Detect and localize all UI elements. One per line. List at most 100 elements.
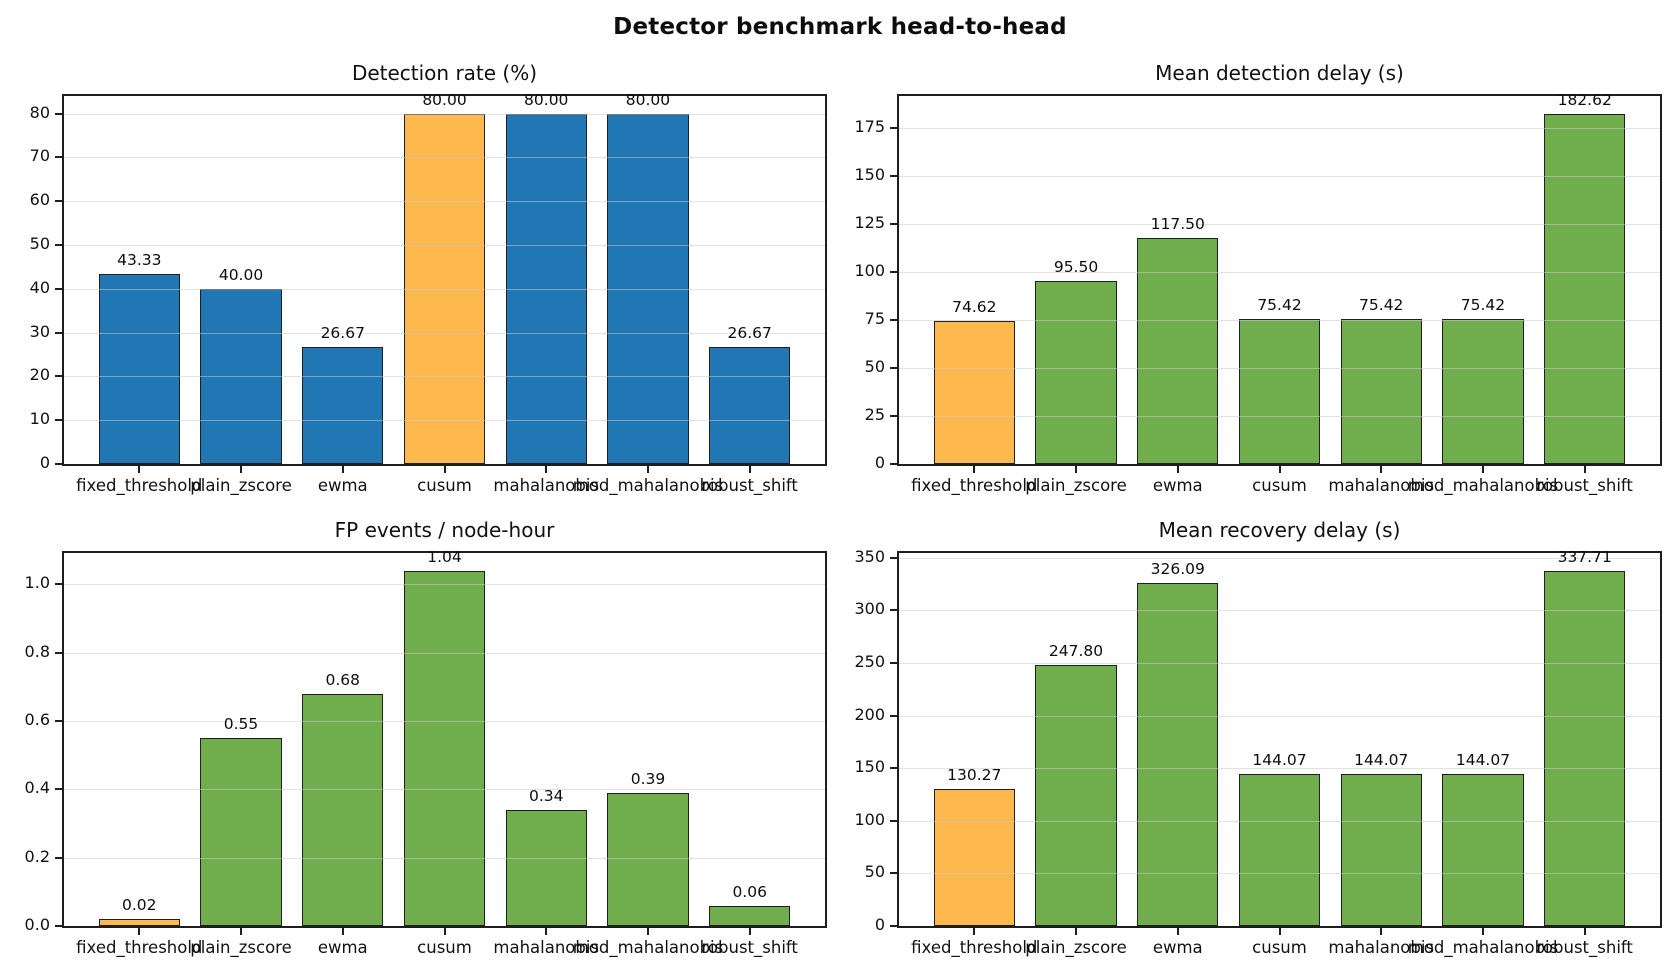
subplot-title-mean-recovery-delay: Mean recovery delay (s) — [1158, 518, 1401, 542]
bar-value-label: 0.39 — [630, 769, 666, 788]
y-tick-mark — [890, 556, 897, 559]
y-tick-label: 40 — [29, 277, 50, 297]
y-tick-mark — [55, 856, 62, 859]
y-tick-mark — [55, 331, 62, 334]
y-tick-label: 175 — [854, 117, 885, 137]
x-tick-label-ewma: ewma — [1152, 476, 1203, 495]
y-tick-label: 0.2 — [24, 846, 50, 866]
bar-fp-events-node-hour-robust_shift — [709, 905, 791, 926]
axes-detection-rate: 43.33 40.00 26.67 80.00 80.00 80.00 26.67 0 10 20… — [30, 91, 827, 495]
x-tick-mark — [545, 466, 548, 473]
x-tick-mark — [973, 466, 976, 473]
bar-mean-recovery-delay-ewma — [1137, 582, 1219, 926]
subplot-title-detection-rate: Detection rate (%) — [351, 61, 538, 85]
y-tick-label: 1.0 — [24, 573, 50, 593]
y-tick-label: 25 — [864, 405, 885, 425]
x-tick-mark — [138, 466, 141, 473]
bar-value-label: 75.42 — [1257, 296, 1302, 315]
x-tick-label-cusum: cusum — [417, 938, 472, 957]
y-tick-label: 20 — [29, 365, 50, 385]
bar-mean-recovery-delay-robust_shift — [1544, 570, 1626, 926]
y-tick-mark — [890, 367, 897, 370]
y-tick-mark — [890, 415, 897, 418]
bar-mean-detection-delay-mahalanobis — [1340, 319, 1422, 464]
bar-value-label: 337.71 — [1557, 547, 1612, 566]
x-tick-mark — [341, 466, 344, 473]
axes-fp-events-node-hour: 0.02 0.55 0.68 1.04 0.34 0.39 0.06 0.0 0.2 0.4 0.6… — [25, 547, 827, 957]
y-tick-label: 30 — [29, 321, 50, 341]
x-tick-mark — [1278, 928, 1281, 935]
y-tick-mark — [55, 463, 62, 465]
y-tick-mark — [55, 156, 62, 159]
y-tick-label: 125 — [854, 213, 885, 233]
bar-value-label: 144.07 — [1455, 751, 1511, 770]
bar-value-label: 95.50 — [1053, 257, 1099, 276]
y-tick-mark — [55, 651, 62, 654]
x-tick-label-mahalanobis: mahalanobis — [1328, 476, 1435, 495]
bar-value-label: 182.62 — [1557, 90, 1612, 109]
x-tick-mark — [646, 928, 649, 935]
x-tick-label-fixed_threshold: fixed_threshold — [76, 938, 203, 957]
x-tick-label-mod_mahalanobis: mod_mahalanobis — [1407, 476, 1559, 495]
y-tick-mark — [890, 609, 897, 612]
y-tick-label: 0 — [874, 915, 885, 934]
y-tick-label: 50 — [864, 357, 885, 377]
bar-mean-detection-delay-robust_shift — [1544, 113, 1626, 464]
y-tick-label: 50 — [864, 862, 885, 882]
bar-value-label: 74.62 — [952, 297, 997, 316]
x-tick-label-mod_mahalanobis: mod_mahalanobis — [572, 476, 724, 495]
bar-value-label: 247.80 — [1048, 642, 1104, 661]
x-tick-mark — [973, 928, 976, 935]
x-tick-label-robust_shift: robust_shift — [1536, 476, 1633, 495]
y-tick-label: 0.4 — [24, 778, 50, 798]
x-tick-mark — [1278, 466, 1281, 473]
y-tick-label: 80 — [29, 102, 50, 122]
bar-value-label: 0.68 — [325, 670, 361, 689]
x-tick-label-mahalanobis: mahalanobis — [493, 476, 600, 495]
bar-value-label: 26.67 — [727, 324, 772, 343]
y-tick-mark — [890, 319, 897, 322]
bar-detection-rate-ewma — [302, 347, 384, 464]
bar-value-label: 0.55 — [223, 715, 259, 734]
x-tick-mark — [545, 928, 548, 935]
bar-fp-events-node-hour-fixed_threshold — [98, 919, 180, 926]
x-tick-mark — [1075, 928, 1078, 935]
x-tick-mark — [1481, 928, 1484, 935]
x-tick-label-fixed_threshold: fixed_threshold — [76, 476, 203, 495]
y-tick-label: 0 — [874, 453, 885, 472]
y-tick-mark — [55, 287, 62, 290]
bar-value-label: 326.09 — [1150, 559, 1205, 578]
subplot-title-mean-detection-delay: Mean detection delay (s) — [1155, 61, 1404, 85]
x-tick-mark — [240, 466, 243, 473]
bar-fp-events-node-hour-ewma — [302, 693, 384, 926]
x-tick-label-cusum: cusum — [1252, 938, 1307, 957]
x-tick-mark — [1583, 466, 1586, 473]
bar-value-label: 1.04 — [427, 547, 462, 566]
bar-detection-rate-fixed_threshold — [98, 274, 180, 464]
y-tick-mark — [890, 127, 897, 130]
x-tick-mark — [748, 466, 751, 473]
x-tick-label-fixed_threshold: fixed_threshold — [911, 938, 1038, 957]
figure-title: Detector benchmark head-to-head — [613, 14, 1067, 40]
bar-detection-rate-cusum — [403, 113, 486, 464]
y-tick-mark — [890, 819, 897, 822]
x-tick-label-mahalanobis: mahalanobis — [1328, 938, 1435, 957]
y-tick-label: 100 — [854, 261, 885, 281]
y-tick-mark — [890, 767, 897, 770]
y-tick-label: 0.6 — [24, 710, 50, 730]
bar-fp-events-node-hour-plain_zscore — [200, 738, 282, 926]
y-tick-mark — [55, 200, 62, 203]
x-tick-mark — [748, 928, 751, 935]
bar-detection-rate-plain_zscore — [200, 288, 282, 464]
y-tick-label: 350 — [854, 546, 885, 566]
bar-mean-recovery-delay-fixed_threshold — [933, 788, 1015, 926]
axes-mean-detection-delay: 74.62 95.50 117.50 75.42 75.42 75.42 182.62 0 25… — [854, 90, 1662, 495]
y-tick-label: 0.8 — [24, 641, 50, 661]
y-tick-label: 150 — [854, 757, 885, 777]
x-tick-mark — [646, 466, 649, 473]
x-tick-mark — [443, 928, 446, 935]
y-tick-mark — [55, 243, 62, 246]
x-tick-mark — [1380, 466, 1383, 473]
x-tick-label-plain_zscore: plain_zscore — [190, 476, 292, 495]
bar-value-label: 0.02 — [122, 896, 157, 915]
